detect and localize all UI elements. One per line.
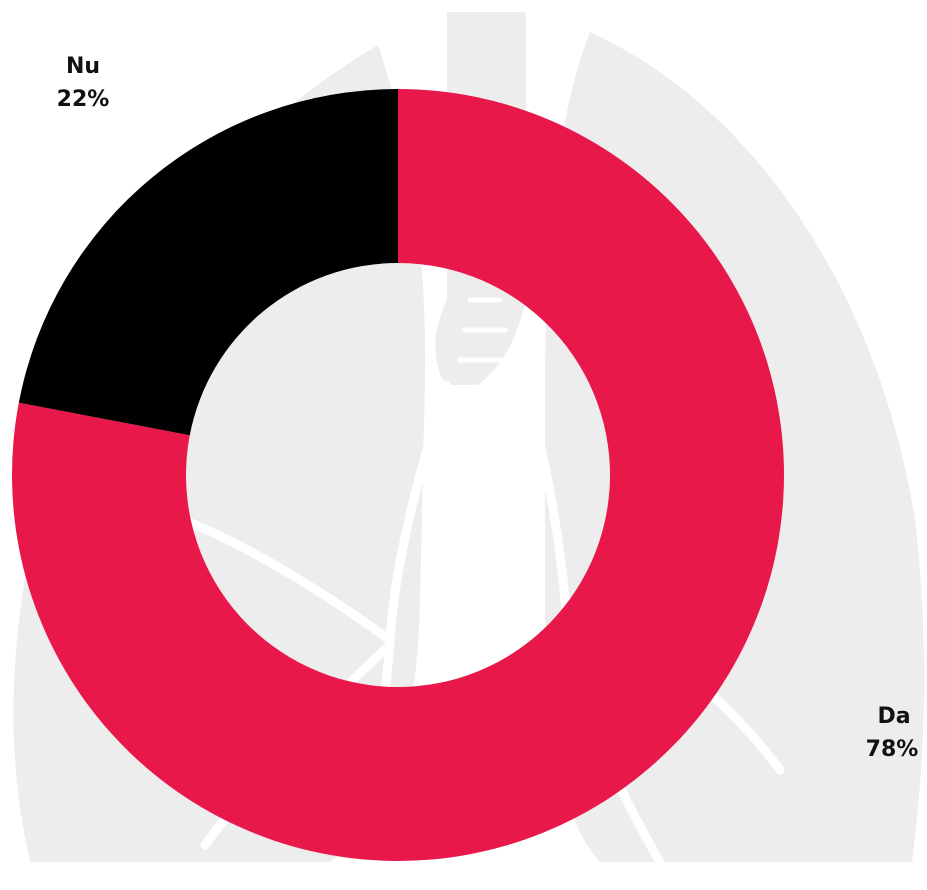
- donut-slices: [12, 89, 784, 861]
- slice-label-da-category: Da: [877, 704, 910, 729]
- donut-labels: Da 78% Nu 22%: [57, 54, 919, 762]
- slice-label-da-value: 78%: [866, 737, 919, 762]
- donut-slice-da: [12, 89, 784, 861]
- slice-label-nu-category: Nu: [66, 54, 100, 79]
- slice-label-nu-value: 22%: [57, 87, 110, 112]
- donut-slice-nu: [18, 89, 398, 436]
